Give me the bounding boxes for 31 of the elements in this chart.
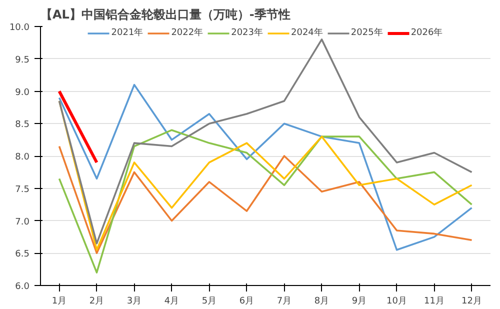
x-tick-label: 9月 [352,296,367,306]
x-tick-label: 11月 [424,296,444,306]
line-series [58,145,473,254]
legend-label: 2022年 [171,26,204,39]
x-tick-label: 10月 [386,296,407,306]
legend-label: 2023年 [231,26,263,39]
y-tick-label: 10.0 [9,23,30,33]
y-tick-label: 9.5 [15,55,30,66]
legend-label: 2021年 [111,26,144,39]
legend-label: 2025年 [350,26,383,39]
x-tick-label: 8月 [314,296,330,306]
x-tick-label: 5月 [202,296,217,306]
y-tick-label: 7.0 [15,217,30,228]
x-tick-label: 3月 [126,296,142,306]
x-tick-label: 1月 [52,296,67,306]
y-tick-label: 9.0 [15,88,30,98]
x-tick-label: 4月 [164,296,180,306]
x-tick-label: 6月 [239,296,254,306]
legend-label: 2024年 [291,26,323,39]
x-tick-label: 2月 [89,296,104,306]
y-tick-label: 8.5 [15,120,30,130]
line-series [58,38,473,244]
legend-label: 2026年 [410,26,443,39]
y-tick-label: 7.5 [15,184,30,195]
y-tick-label: 6.0 [15,282,30,292]
x-tick-label: 7月 [276,296,292,306]
chart-title: 【AL】中国铝合金轮毂出口量（万吨）-季节性 [40,8,290,22]
line-series [58,129,473,274]
x-tick-label: 12月 [462,296,482,306]
y-tick-label: 8.0 [15,152,30,162]
y-tick-label: 6.5 [15,250,30,260]
